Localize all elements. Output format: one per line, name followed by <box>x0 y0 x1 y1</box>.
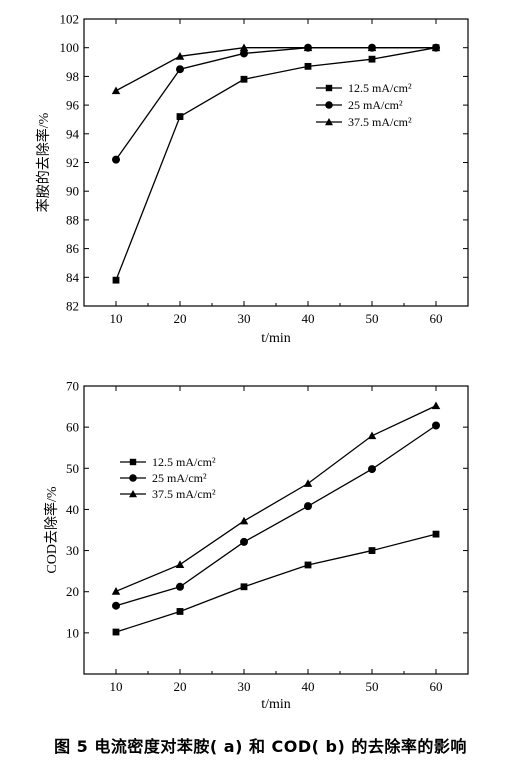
chart-a-series-12-5-ma-cm-line <box>115 47 437 281</box>
chart-b-series-12-5-ma-cm-point-50 <box>368 547 376 554</box>
chart-b-legend-marker-25-ma-cm <box>129 474 137 482</box>
chart-b-series-37-5-ma-cm-point-40 <box>303 479 313 487</box>
chart-b-y-tick-label-10: 10 <box>66 625 79 640</box>
figure-canvas: 10 20 30 40 50 60 82 84 86 88 90 92 94 96 98 100 102 t/mi… <box>35 12 469 712</box>
chart-b-series-12-5-ma-cm-line <box>115 533 437 633</box>
chart-a-x-tick-label-60: 60 <box>430 311 443 326</box>
chart-b-series-37-5-ma-cm-point-10 <box>111 587 121 595</box>
chart-a-series-25-ma-cm-point-30 <box>240 49 248 58</box>
chart-a-y-tick-label-100: 100 <box>60 40 80 55</box>
chart-b-x-tick-label-60: 60 <box>430 679 443 694</box>
chart-b-x-tick-label-10: 10 <box>110 679 123 694</box>
chart-b-y-tick-label-40: 40 <box>66 502 79 517</box>
chart-b-x-tick-label-30: 30 <box>238 679 251 694</box>
chart-a-series-37-5-ma-cm-point-20 <box>175 52 185 60</box>
chart-b-series-12-5-ma-cm-point-40 <box>304 561 312 569</box>
chart-b-series-25-ma-cm-point-60 <box>432 421 440 430</box>
chart-b-legend-marker-12-5-ma-cm <box>129 458 137 466</box>
chart-a-y-tick-label-94: 94 <box>66 126 80 141</box>
chart-b-series-25-ma-cm-point-30 <box>240 537 248 546</box>
chart-b-legend-label-25-ma-cm: 25 mA/cm² <box>152 471 207 485</box>
chart-a-series-12-5-ma-cm-point-20 <box>176 113 184 120</box>
chart-a-series-12-5-ma-cm-point-50 <box>368 55 376 63</box>
chart-b-x-axis-title: t/min <box>261 697 291 712</box>
chart-a-series-12-5-ma-cm-point-40 <box>304 62 312 70</box>
chart-a-y-tick-label-90: 90 <box>66 184 79 199</box>
chart-a-y-tick-label-92: 92 <box>66 155 79 170</box>
chart-a-legend-marker-37-5-ma-cm <box>325 118 333 126</box>
chart-a-series-12-5-ma-cm-point-30 <box>240 75 248 83</box>
chart-a-y-tick-label-102: 102 <box>60 12 80 27</box>
chart-a-x-tick-label-10: 10 <box>110 311 123 326</box>
figure-caption: 图 5 电流密度对苯胺( a) 和 COD( b) 的去除率的影响 <box>54 737 467 756</box>
chart-a-y-tick-label-82: 82 <box>66 299 79 314</box>
chart-b-x-tick-label-40: 40 <box>302 679 315 694</box>
chart-b-y-tick-label-60: 60 <box>66 420 79 435</box>
chart-a-legend-label-12-5-ma-cm: 12.5 mA/cm² <box>348 81 412 95</box>
chart-a-x-tick-label-20: 20 <box>174 311 187 326</box>
chart-b-series-37-5-ma-cm-line <box>115 405 437 592</box>
chart-b-legend-label-12-5-ma-cm: 12.5 mA/cm² <box>152 455 216 469</box>
chart-a-series-37-5-ma-cm-point-60 <box>431 43 441 52</box>
chart-b-plot-frame <box>83 385 469 675</box>
chart-a-series-37-5-ma-cm-point-50 <box>367 43 377 52</box>
chart-b-series-37-5-ma-cm-point-30 <box>239 516 249 525</box>
chart-b-series-25-ma-cm-point-40 <box>304 502 312 511</box>
chart-a-y-tick-label-86: 86 <box>66 241 80 256</box>
chart-a-series-12-5-ma-cm-point-10 <box>112 276 120 284</box>
chart-b-series-12-5-ma-cm-point-60 <box>432 530 440 538</box>
chart-b-cod-removal: 10 20 30 40 50 60 10 20 30 40 50 60 70 t/min COD去除率/% 1… <box>43 379 469 712</box>
chart-a-y-tick-label-84: 84 <box>66 270 80 285</box>
chart-b-series-12-5-ma-cm-point-10 <box>112 628 120 636</box>
chart-b-y-axis-title: COD去除率/% <box>43 486 60 573</box>
chart-a-y-tick-label-88: 88 <box>66 212 79 227</box>
chart-a-x-tick-label-40: 40 <box>302 311 315 326</box>
chart-a-plot-frame <box>83 18 469 307</box>
chart-b-y-tick-label-20: 20 <box>66 584 79 599</box>
chart-a-series-37-5-ma-cm-point-30 <box>239 43 249 52</box>
chart-b-x-tick-label-20: 20 <box>174 679 187 694</box>
chart-b-series-37-5-ma-cm-point-60 <box>431 401 441 410</box>
chart-b-y-tick-label-70: 70 <box>66 379 79 394</box>
chart-a-legend-marker-25-ma-cm <box>325 101 333 109</box>
chart-b-y-tick-label-30: 30 <box>66 543 79 558</box>
chart-a-x-axis-title: t/min <box>261 331 291 346</box>
chart-b-x-tick-label-50: 50 <box>366 679 379 694</box>
chart-b-series-12-5-ma-cm-point-30 <box>240 583 248 591</box>
chart-b-series-25-ma-cm-line <box>115 424 437 607</box>
chart-a-aniline-removal: 10 20 30 40 50 60 82 84 86 88 90 92 94 96 98 100 102 t/mi… <box>35 12 469 346</box>
chart-b-series-37-5-ma-cm-point-50 <box>367 431 377 440</box>
chart-b-legend-label-37-5-ma-cm: 37.5 mA/cm² <box>152 487 216 501</box>
chart-a-y-axis-title: 苯胺的去除率/% <box>35 112 52 212</box>
chart-a-series-37-5-ma-cm-point-40 <box>303 43 313 52</box>
chart-b-legend-marker-37-5-ma-cm <box>129 490 137 498</box>
chart-a-legend-marker-12-5-ma-cm <box>325 84 333 92</box>
chart-a-y-tick-label-96: 96 <box>66 98 80 113</box>
chart-a-y-tick-label-98: 98 <box>66 69 79 84</box>
chart-b-series-37-5-ma-cm-point-20 <box>175 560 185 568</box>
chart-b-y-tick-label-50: 50 <box>66 461 79 476</box>
chart-b-series-12-5-ma-cm-point-20 <box>176 608 184 615</box>
chart-a-series-25-ma-cm-point-10 <box>112 155 120 164</box>
chart-a-series-37-5-ma-cm-line <box>115 47 436 92</box>
chart-a-x-tick-label-30: 30 <box>238 311 251 326</box>
chart-b-series-25-ma-cm-point-20 <box>176 582 184 591</box>
chart-a-series-37-5-ma-cm-point-10 <box>111 86 121 95</box>
chart-b-series-25-ma-cm-point-50 <box>368 465 376 474</box>
chart-a-x-tick-label-50: 50 <box>366 311 379 326</box>
chart-a-series-25-ma-cm-point-20 <box>176 65 184 74</box>
chart-b-series-25-ma-cm-point-10 <box>112 601 120 610</box>
chart-a-legend-label-25-ma-cm: 25 mA/cm² <box>348 98 403 112</box>
chart-a-legend-label-37-5-ma-cm: 37.5 mA/cm² <box>348 115 412 129</box>
